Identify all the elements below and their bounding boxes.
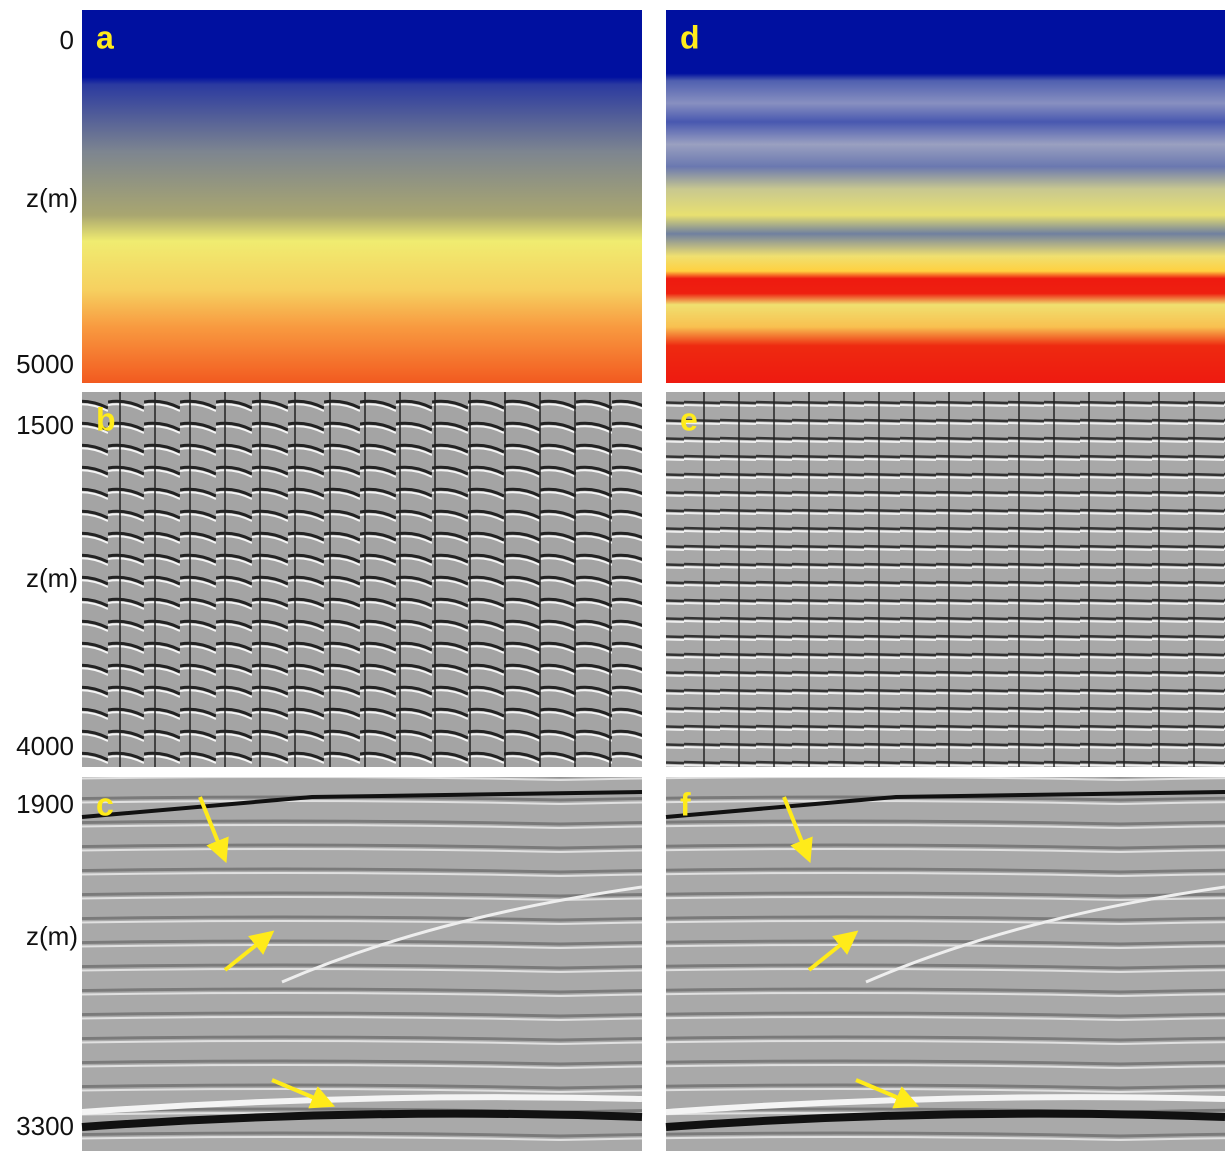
axis-label: z(m) <box>26 563 78 593</box>
arrow <box>782 796 813 864</box>
reflector <box>281 885 643 984</box>
panel-letter: d <box>680 19 700 55</box>
panel-letter: e <box>680 401 698 437</box>
axis-label: z(m) <box>26 921 78 951</box>
panel <box>82 392 642 767</box>
panel <box>666 777 1225 1151</box>
axis-label: z(m) <box>26 183 78 213</box>
tick-label: 5000 <box>16 349 74 379</box>
arrow <box>271 1078 336 1109</box>
reflector <box>81 1094 643 1115</box>
reflector <box>81 1109 643 1131</box>
tick-label: 1500 <box>16 410 74 440</box>
panel <box>666 10 1225 383</box>
tick-label: 1900 <box>16 789 74 819</box>
panel-letter: c <box>96 786 114 822</box>
reflector <box>665 1094 1225 1115</box>
tick-label: 4000 <box>16 731 74 761</box>
arrow <box>198 796 229 864</box>
reflector <box>665 1109 1225 1131</box>
arrow <box>223 930 275 972</box>
reflector <box>81 790 643 819</box>
panel <box>82 777 642 1151</box>
reflector <box>865 885 1225 984</box>
panel <box>666 392 1225 767</box>
arrow <box>855 1078 920 1109</box>
tick-label: 0 <box>60 25 74 55</box>
tick-label: 3300 <box>16 1111 74 1141</box>
reflector <box>665 790 1225 819</box>
panel-letter: f <box>680 786 691 822</box>
panel-letter: b <box>96 401 116 437</box>
panel-letter: a <box>96 19 114 55</box>
panel <box>82 10 642 383</box>
arrow <box>807 930 859 972</box>
